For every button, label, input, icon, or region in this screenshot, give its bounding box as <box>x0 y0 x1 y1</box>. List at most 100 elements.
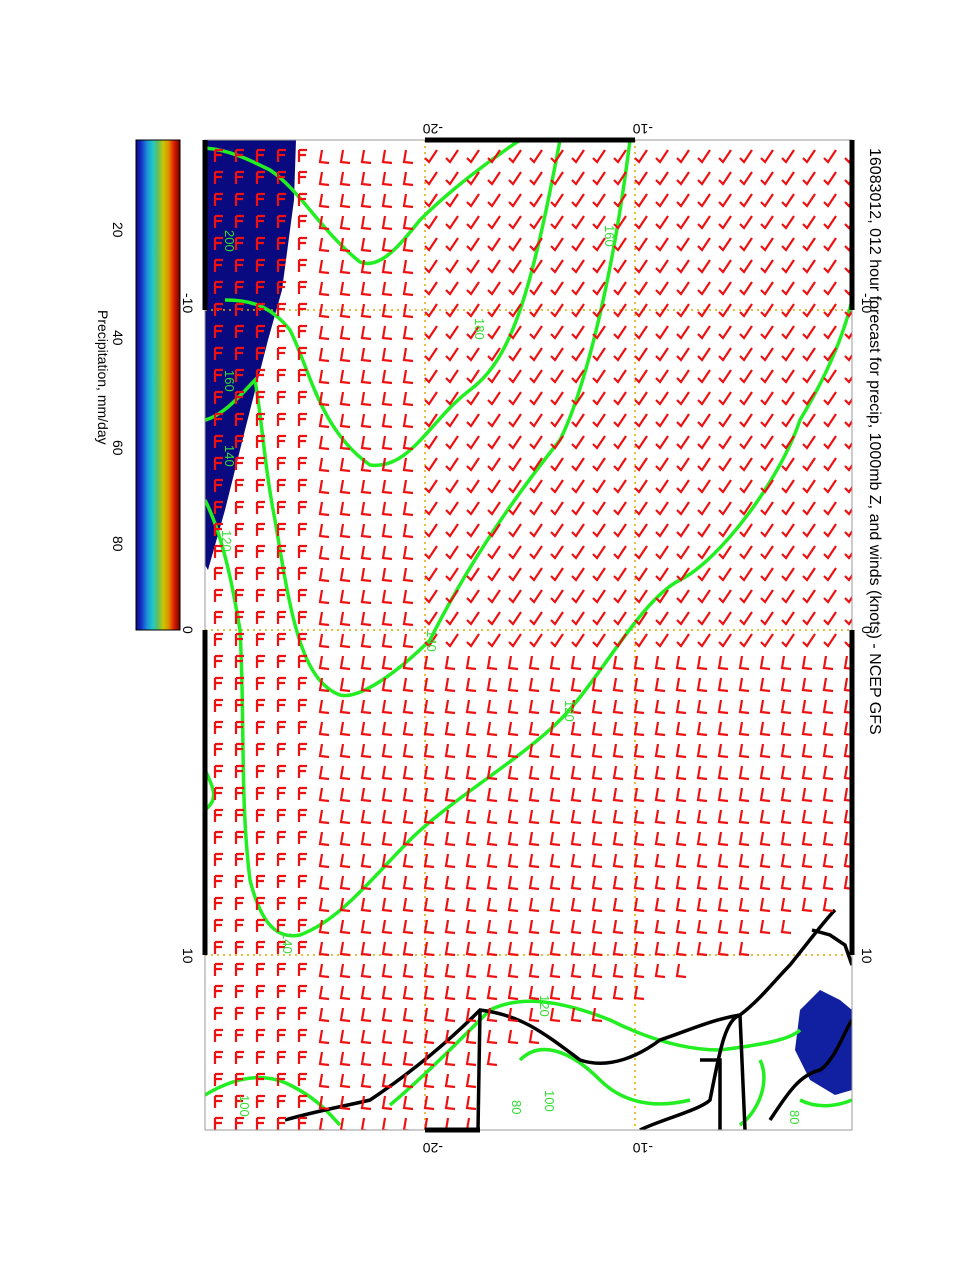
wind-barb <box>402 831 414 847</box>
wind-barb <box>823 193 837 208</box>
wind-barbs <box>213 148 852 1130</box>
wind-barb <box>318 457 330 473</box>
wind-barb <box>781 325 795 340</box>
wind-barb <box>550 501 564 516</box>
wind-barb <box>696 809 708 825</box>
wind-barb <box>676 325 690 340</box>
wind-barb <box>213 1116 223 1130</box>
wind-barb <box>487 545 501 560</box>
wind-barb <box>675 743 687 759</box>
wind-barb <box>381 457 393 473</box>
wind-barb <box>571 501 585 516</box>
wind-barb <box>613 523 627 538</box>
wind-barb <box>675 919 687 935</box>
wind-barb <box>255 808 265 822</box>
contour-label: 80 <box>787 1110 802 1124</box>
wind-barb <box>528 831 540 847</box>
wind-barb <box>591 919 603 935</box>
wind-barb <box>507 809 519 825</box>
wind-barb <box>739 633 753 648</box>
wind-barb <box>591 963 603 979</box>
wind-barb <box>634 457 648 472</box>
wind-barb <box>255 434 265 448</box>
wind-barb <box>276 918 286 932</box>
wind-barb <box>529 435 543 450</box>
wind-barb <box>402 1073 414 1089</box>
wind-barb <box>297 654 307 668</box>
wind-barb <box>550 479 564 494</box>
wind-barb <box>739 457 753 472</box>
wind-barb <box>318 633 330 649</box>
wind-barb <box>234 346 244 360</box>
wind-barb <box>697 369 711 384</box>
wind-barb <box>739 215 753 230</box>
wind-barb <box>255 786 265 800</box>
wind-barb <box>549 743 561 759</box>
wind-barb <box>613 391 627 406</box>
wind-barb <box>592 325 606 340</box>
wind-barb <box>297 170 307 184</box>
wind-barb <box>423 1051 435 1067</box>
wind-barb <box>507 919 519 935</box>
contour-label: 200 <box>222 230 237 252</box>
wind-barb <box>570 853 582 869</box>
wind-barb <box>402 985 414 1001</box>
wind-barb <box>234 874 244 888</box>
wind-barb <box>844 507 852 516</box>
wind-barb <box>339 171 351 187</box>
wind-barb <box>612 897 624 913</box>
wind-barb <box>844 573 852 582</box>
wind-barb <box>549 765 561 781</box>
wind-barb <box>760 523 774 538</box>
wind-barb <box>381 149 393 165</box>
wind-barb <box>550 457 564 472</box>
wind-barb <box>297 302 307 316</box>
wind-barb <box>697 611 711 626</box>
wind-barb <box>570 1007 582 1023</box>
wind-barb <box>634 545 648 560</box>
wind-barb <box>318 435 330 451</box>
wind-barb <box>507 699 519 715</box>
wind-barb <box>612 919 624 935</box>
wind-barb <box>339 677 351 693</box>
wind-barb <box>339 831 351 847</box>
wind-barb <box>423 699 435 715</box>
wind-barb <box>444 963 456 979</box>
wind-barb <box>234 456 244 470</box>
wind-barb <box>402 391 414 407</box>
wind-barb <box>591 809 603 825</box>
wind-barb <box>339 325 351 341</box>
wind-barb <box>760 413 774 428</box>
wind-barb <box>213 786 223 800</box>
wind-barb <box>591 897 603 913</box>
wind-barb <box>318 281 330 297</box>
wind-barb <box>487 479 501 494</box>
wind-barb <box>759 699 771 715</box>
wind-barb <box>592 501 606 516</box>
wind-barb <box>276 632 286 646</box>
wind-barb <box>339 303 351 319</box>
wind-barb <box>612 809 624 825</box>
wind-barb <box>213 874 223 888</box>
wind-barb <box>571 149 585 164</box>
wind-barb <box>613 435 627 450</box>
wind-barb <box>255 148 265 162</box>
wind-barb <box>802 193 816 208</box>
wind-barb <box>592 369 606 384</box>
wind-barb <box>297 1050 307 1064</box>
wind-barb <box>466 193 480 208</box>
wind-barb <box>675 897 687 913</box>
wind-barb <box>844 551 852 560</box>
wind-barb <box>508 347 522 362</box>
wind-barb <box>529 369 543 384</box>
wind-barb <box>550 545 564 560</box>
wind-barb <box>487 347 501 362</box>
wind-barb <box>360 1051 372 1067</box>
wind-barb <box>508 149 522 164</box>
wind-barb <box>570 787 582 803</box>
wind-barb <box>297 698 307 712</box>
wind-barb <box>844 265 852 274</box>
wind-barb <box>318 545 330 561</box>
wind-barb <box>718 391 732 406</box>
